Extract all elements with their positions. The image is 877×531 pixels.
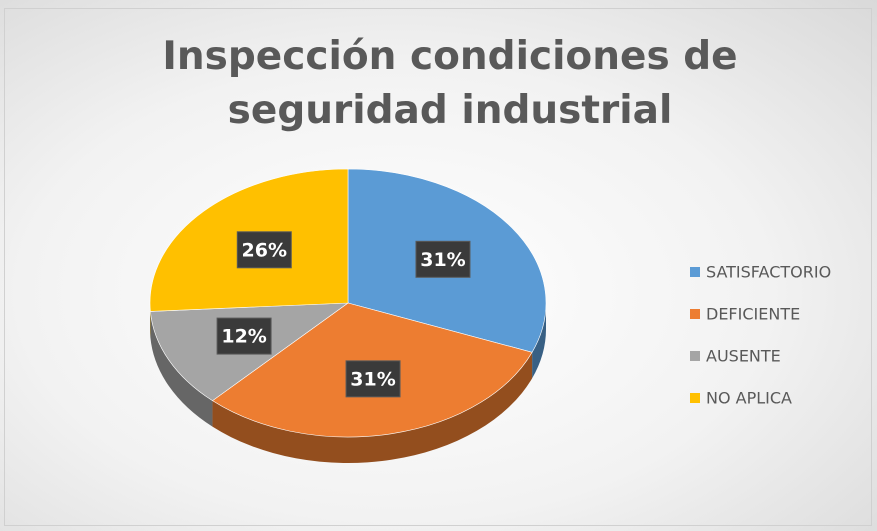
data-label: 31% <box>420 249 465 271</box>
legend-swatch <box>690 393 700 403</box>
data-label-box <box>415 240 471 278</box>
legend-label: NO APLICA <box>706 389 792 408</box>
legend-swatch <box>690 309 700 319</box>
data-label-box <box>216 317 272 355</box>
chart-border <box>4 8 872 526</box>
data-label: 12% <box>221 326 266 348</box>
data-label: 26% <box>242 239 287 261</box>
pie-slice-side <box>212 352 533 463</box>
legend-label: DEFICIENTE <box>706 305 800 324</box>
pie-slice-side <box>532 303 547 379</box>
chart-title: Inspección condiciones de seguridad indu… <box>162 34 738 133</box>
data-label-box <box>345 360 401 398</box>
legend-swatch <box>690 351 700 361</box>
legend-label: SATISFACTORIO <box>706 263 831 282</box>
data-label: 31% <box>350 368 395 390</box>
legend-swatch <box>690 267 700 277</box>
legend-label: AUSENTE <box>706 347 781 366</box>
data-label-box <box>236 231 292 269</box>
pie-slice-side <box>150 311 213 427</box>
